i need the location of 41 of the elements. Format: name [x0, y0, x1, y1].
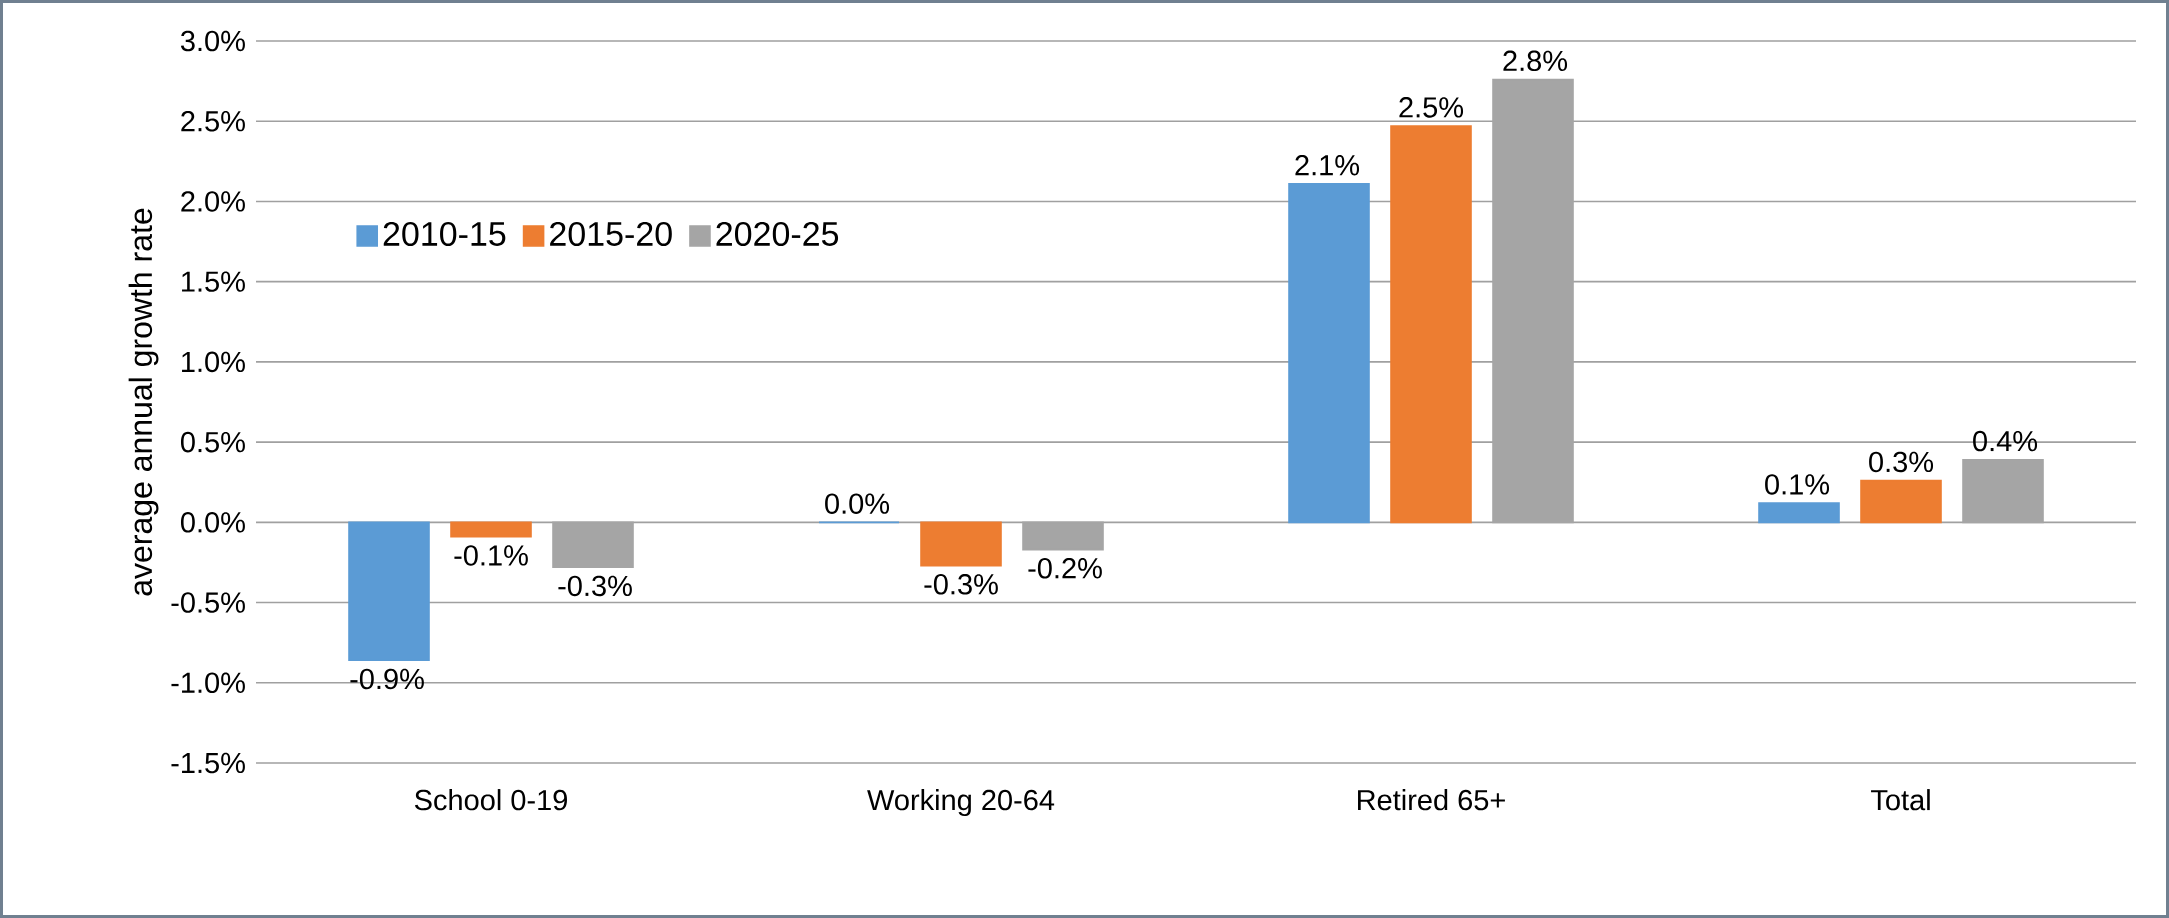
y-tick-label: 2.5%: [181, 110, 245, 132]
bar: [1492, 78, 1574, 524]
bar: [450, 521, 532, 538]
bar: [552, 521, 634, 569]
y-tick-label: 0.0%: [180, 512, 245, 533]
y-tick-label: 0.5%: [180, 431, 245, 453]
bar: [1022, 521, 1104, 551]
bar: [1758, 502, 1840, 524]
x-tick-label: Retired 65+: [1358, 789, 1505, 811]
y-tick-label: 1.0%: [182, 351, 245, 373]
x-tick-label: Working 20-64: [867, 789, 1055, 817]
data-label: 2.1%: [1295, 154, 1360, 176]
legend-label: 2015-20: [550, 221, 672, 246]
y-tick-label: 3.0%: [180, 30, 245, 52]
data-label: -0.3%: [558, 575, 632, 597]
legend-label: 2020-25: [716, 221, 839, 246]
data-label: -0.9%: [350, 668, 424, 690]
y-tick-label: -1.0%: [171, 672, 245, 694]
y-tick-label: -0.5%: [171, 592, 245, 613]
bar: [348, 521, 430, 662]
data-label: -0.1%: [454, 545, 528, 566]
data-label: 0.4%: [1973, 430, 2038, 452]
data-label: 0.0%: [825, 493, 890, 514]
bar: [920, 521, 1002, 567]
y-tick-label: 2.0%: [181, 191, 245, 212]
x-tick-label: School 0-19: [414, 789, 567, 811]
data-label: 0.3%: [1869, 451, 1934, 473]
bar: [1860, 479, 1942, 524]
y-tick-label: -1.5%: [171, 752, 245, 774]
data-label: 0.1%: [1765, 474, 1830, 495]
data-label: 2.8%: [1503, 50, 1568, 72]
data-label: -0.2%: [1028, 558, 1102, 579]
bar: [1288, 183, 1370, 524]
bar: [1390, 125, 1472, 524]
data-label: 2.5%: [1399, 97, 1464, 118]
data-label: -0.3%: [924, 574, 998, 595]
bar: [1962, 458, 2044, 524]
y-axis-title: average annual growth rate: [128, 208, 159, 596]
x-tick-label: Total: [1871, 789, 1930, 811]
y-tick-label: 1.5%: [182, 271, 245, 292]
legend-label: 2010-15: [383, 221, 506, 246]
